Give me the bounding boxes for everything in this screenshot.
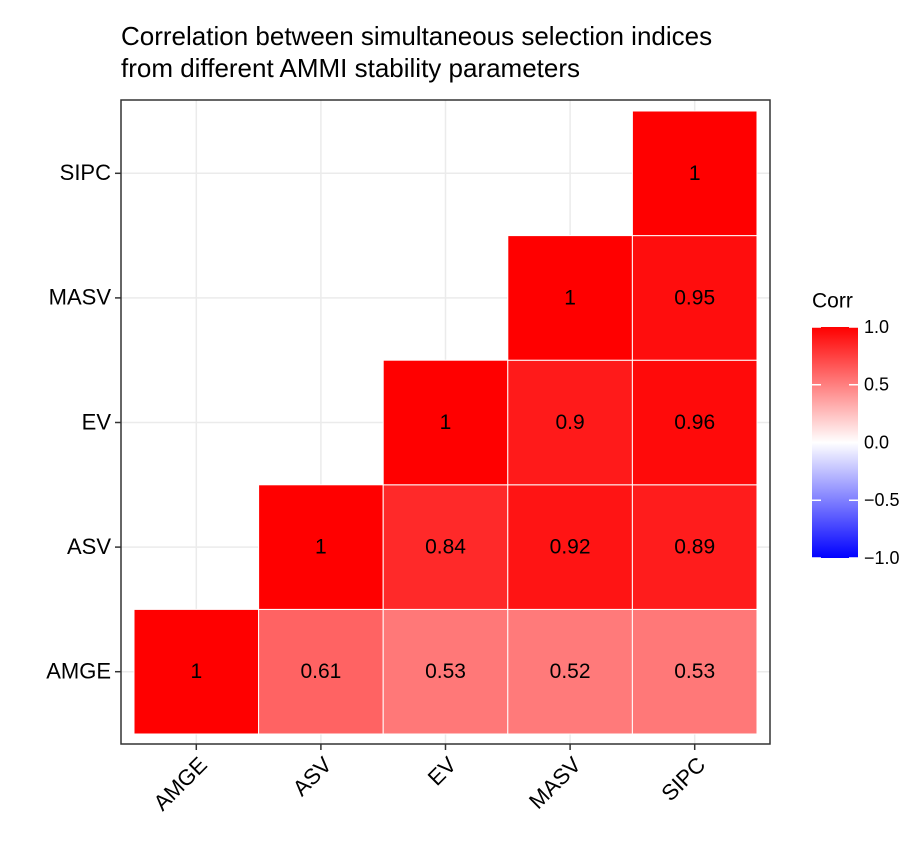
x-tick-label: SIPC <box>656 752 710 806</box>
y-tick-label: ASV <box>67 534 111 559</box>
x-tick-label: AMGE <box>148 752 211 815</box>
heatmap-cell <box>382 484 509 610</box>
cell-label: 1 <box>315 536 327 559</box>
heatmap-cell <box>507 235 633 361</box>
colorbar-tick-label: 0.0 <box>864 432 889 452</box>
heatmap-cell <box>631 359 758 486</box>
chart-title: Correlation between simultaneous selecti… <box>121 21 712 51</box>
chart-title: from different AMMI stability parameters <box>121 53 580 83</box>
heatmap-cell <box>382 608 509 735</box>
cell-label: 0.84 <box>425 536 466 559</box>
x-tick-label: MASV <box>524 752 586 814</box>
cell-label: 1 <box>689 162 701 185</box>
cell-label: 1 <box>440 411 452 434</box>
cell-label: 0.92 <box>550 536 591 559</box>
colorbar-tick-label: −0.5 <box>864 490 900 510</box>
cell-label: 0.96 <box>674 411 715 434</box>
heatmap-cell <box>258 608 384 735</box>
heatmap-cell <box>631 235 758 361</box>
legend-title: Corr <box>812 290 853 313</box>
y-tick-label: AMGE <box>46 659 111 684</box>
heatmap-cell <box>631 110 758 237</box>
cell-label: 0.89 <box>674 536 715 559</box>
heatmap-cell <box>258 484 384 610</box>
y-tick-label: SIPC <box>60 160 111 185</box>
cell-label: 1 <box>564 286 576 309</box>
y-tick-label: EV <box>82 409 112 434</box>
cell-label: 0.53 <box>674 660 715 683</box>
heatmap-cell <box>631 608 758 735</box>
cell-label: 0.9 <box>555 411 584 434</box>
y-tick-label: MASV <box>49 285 112 310</box>
heatmap-cell <box>133 608 260 735</box>
cell-label: 0.53 <box>425 660 466 683</box>
heatmap-cell <box>507 608 633 735</box>
heatmap-cell <box>631 484 758 610</box>
heatmap-cell <box>382 359 509 486</box>
cell-label: 0.95 <box>674 286 715 309</box>
colorbar-tick-label: 0.5 <box>864 375 889 395</box>
cell-label: 0.52 <box>550 660 591 683</box>
x-tick-label: ASV <box>288 752 337 801</box>
x-tick-label: EV <box>423 752 462 791</box>
cell-label: 1 <box>190 660 202 683</box>
colorbar-tick-label: −1.0 <box>864 548 900 568</box>
cell-label: 0.61 <box>300 660 341 683</box>
colorbar-tick-label: 1.0 <box>864 317 889 337</box>
